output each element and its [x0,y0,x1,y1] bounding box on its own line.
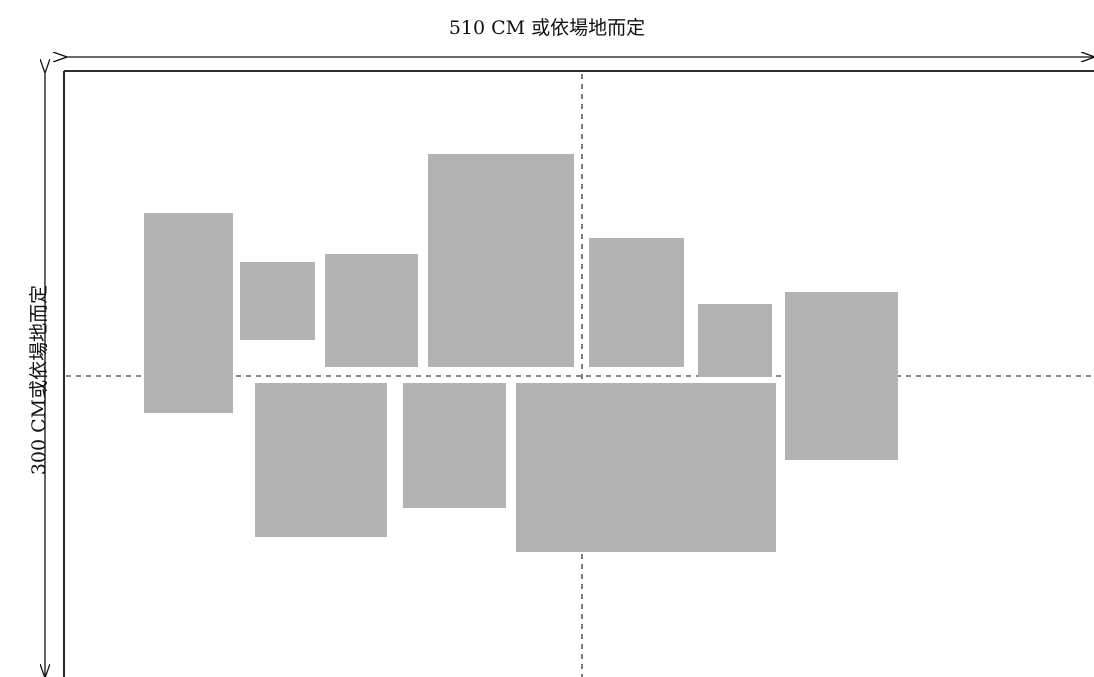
frame-6 [698,304,772,377]
frame-8 [255,383,387,537]
width-dimension-label: 510 CM 或依場地而定 [448,17,646,39]
frames-group [144,154,898,552]
frame-3 [325,254,418,367]
frame-4 [428,154,574,367]
frame-2 [240,262,315,340]
frame-9 [403,383,506,508]
frame-1 [144,213,233,413]
frame-7 [785,292,898,460]
frame-10 [516,383,776,552]
frame-5 [589,238,684,367]
